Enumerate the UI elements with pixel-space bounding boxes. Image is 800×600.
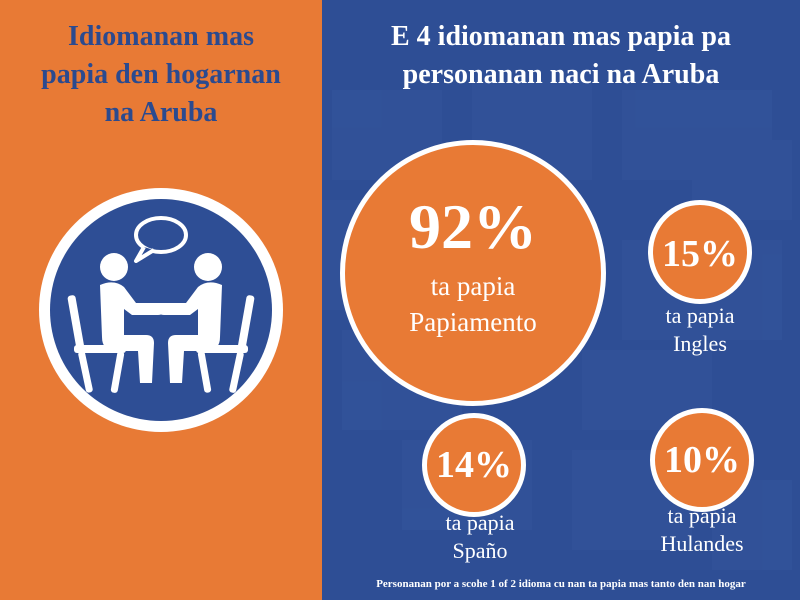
footnote: Personanan por a scohe 1 of 2 idioma cu … [376,578,746,590]
right-title-line: E 4 idiomanan mas papia pa [391,21,731,52]
stat-percent: 15% [662,233,738,275]
stat-circle-papiamento [340,140,606,406]
stat-label-line1: ta papia [665,303,735,328]
stat-label-line2: Papiamento [409,307,537,337]
left-title-line: Idiomanan mas [68,21,254,52]
right-title: E 4 idiomanan mas papia pa personanan na… [322,18,800,94]
two-people-talking-icon [39,188,283,432]
stat-circle-ingles [648,200,752,304]
left-title-line: na Aruba [104,97,218,128]
stat-circle-hulandes [650,408,754,512]
stat-label-line2: Spaño [452,538,508,563]
stat-label-line1: ta papia [445,510,515,535]
stat-label-line1: ta papia [667,503,737,528]
stat-percent: 10% [664,439,740,481]
speech-bubble-icon [134,216,188,263]
stat-label-line2: Ingles [673,331,727,356]
stat-label-line2: Hulandes [660,531,744,556]
left-title-line: papia den hogarnan [41,59,281,90]
left-title: Idiomanan mas papia den hogarnan na Arub… [0,18,322,132]
stat-percent: 92% [409,191,537,262]
stat-circle-spano [422,413,526,517]
stat-label-line1: ta papia [430,271,516,301]
right-title-line: personanan naci na Aruba [402,59,720,90]
stat-percent: 14% [436,444,512,486]
